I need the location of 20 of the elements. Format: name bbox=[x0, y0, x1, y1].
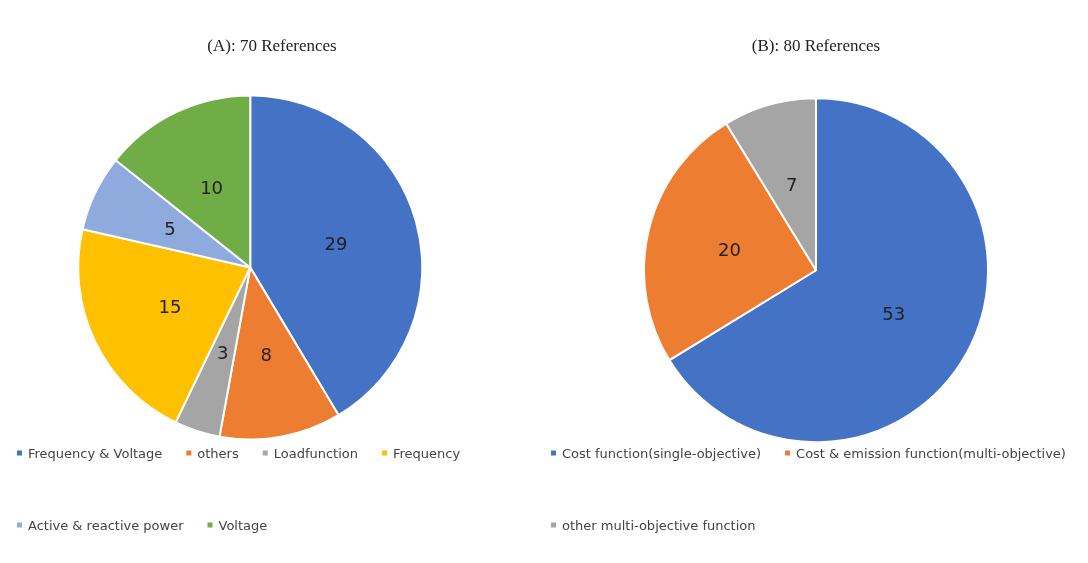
data-label: 10 bbox=[200, 176, 224, 198]
data-label: 8 bbox=[260, 344, 272, 366]
chart-title: (B): 80 References bbox=[751, 36, 881, 55]
legend-label: other multi-objective function bbox=[562, 517, 756, 533]
data-label: 29 bbox=[324, 233, 348, 255]
legend-label: Voltage bbox=[218, 517, 268, 533]
legend-label: Cost & emission function(multi-objective) bbox=[796, 445, 1066, 461]
legend-label: Loadfunction bbox=[273, 445, 359, 461]
data-label: 53 bbox=[882, 303, 906, 325]
legend-label: others bbox=[197, 445, 239, 461]
chart-title: (A): 70 References bbox=[207, 36, 337, 55]
legend-label: Frequency & Voltage bbox=[28, 445, 163, 461]
data-label: 3 bbox=[217, 341, 229, 363]
data-label: 7 bbox=[786, 174, 798, 196]
legend-label: Active & reactive power bbox=[28, 517, 185, 533]
data-label: 5 bbox=[164, 218, 176, 240]
data-label: 20 bbox=[718, 238, 741, 260]
data-label: 15 bbox=[158, 295, 182, 317]
legend-label: Cost function(single-objective) bbox=[562, 445, 762, 461]
legend-label: Frequency bbox=[393, 445, 461, 461]
